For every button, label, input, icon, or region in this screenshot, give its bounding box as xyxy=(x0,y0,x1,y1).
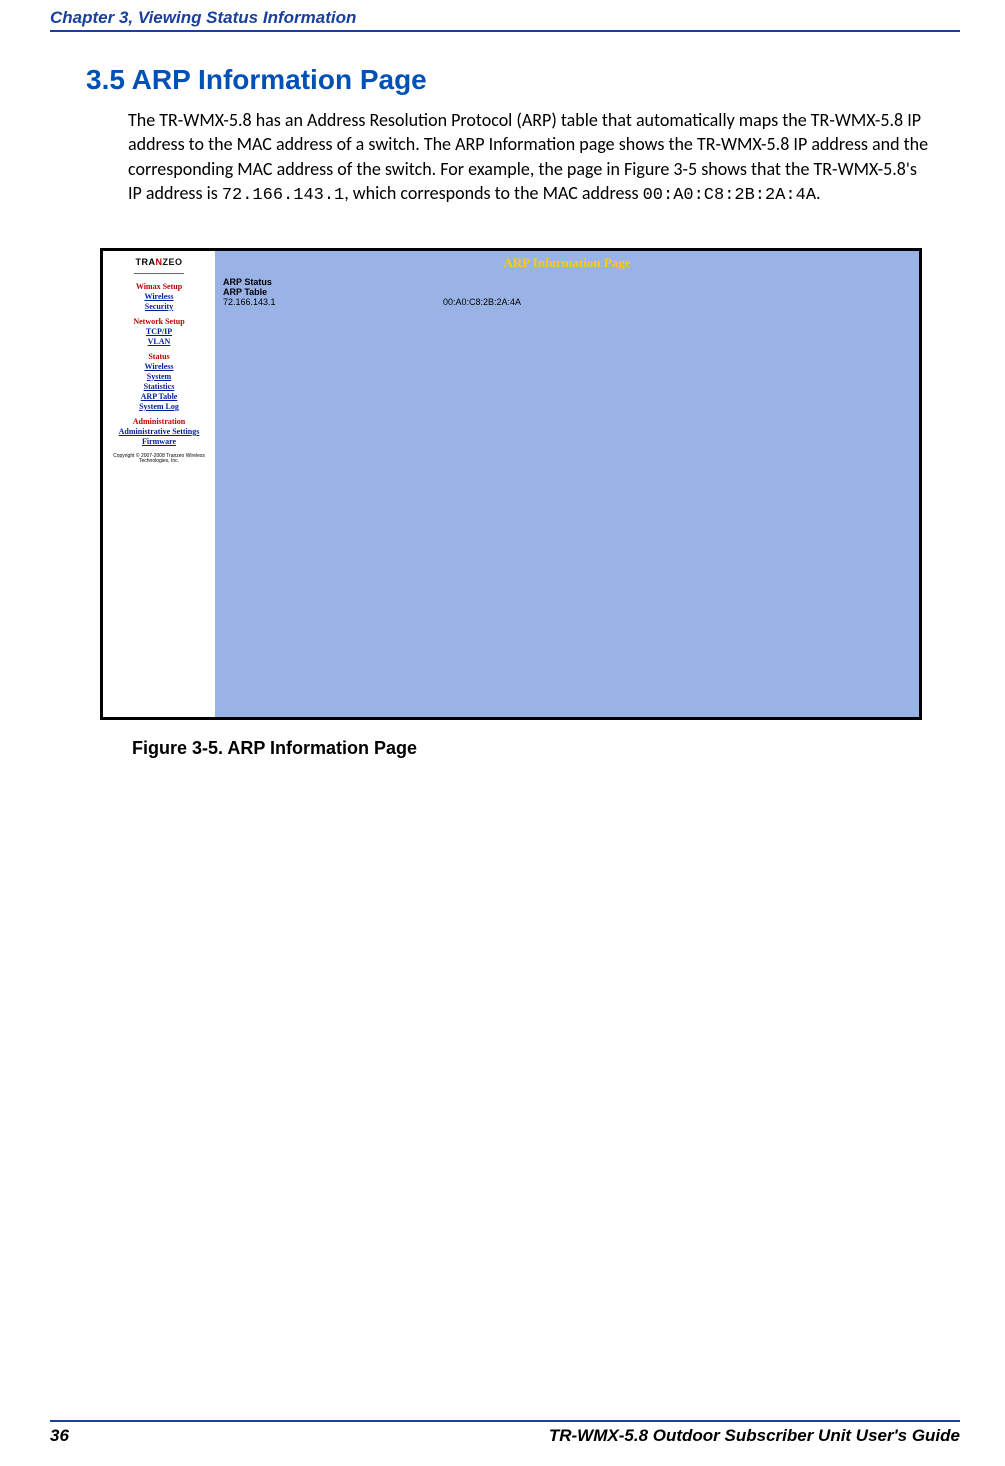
section-title: 3.5 ARP Information Page xyxy=(86,64,960,96)
embedded-screenshot: TRANZEO Wimax Setup Wireless Security Ne… xyxy=(100,248,922,720)
logo-part-a: TRA xyxy=(135,257,155,267)
pane-title: ARP Information Page xyxy=(223,255,911,271)
nav-link-statistics[interactable]: Statistics xyxy=(144,382,175,391)
figure-caption: Figure 3-5. ARP Information Page xyxy=(132,738,960,759)
nav-heading-status: Status xyxy=(148,352,169,361)
nav-link-arp-table[interactable]: ARP Table xyxy=(141,392,178,401)
logo-part-c: ZEO xyxy=(162,257,182,267)
arp-row-ip: 72.166.143.1 xyxy=(223,297,443,307)
body-text-c: . xyxy=(816,182,821,204)
arp-status-label: ARP Status xyxy=(223,277,911,287)
page-footer: 36 TR-WMX-5.8 Outdoor Subscriber Unit Us… xyxy=(50,1420,960,1446)
nav-heading-wimax: Wimax Setup xyxy=(136,282,182,291)
nav-copyright: Copyright © 2007-2008 Tranzeo Wireless T… xyxy=(103,454,215,465)
page-container: Chapter 3, Viewing Status Information 3.… xyxy=(0,0,1005,1466)
mac-literal: 00:A0:C8:2B:2A:4A xyxy=(643,186,816,205)
nav-link-vlan[interactable]: VLAN xyxy=(148,337,171,346)
nav-link-system[interactable]: System xyxy=(147,372,171,381)
logo: TRANZEO xyxy=(135,257,182,267)
logo-divider xyxy=(134,273,184,274)
screenshot-sidebar: TRANZEO Wimax Setup Wireless Security Ne… xyxy=(103,251,215,717)
nav-heading-network: Network Setup xyxy=(133,317,184,326)
arp-row-mac: 00:A0:C8:2B:2A:4A xyxy=(443,297,521,307)
chapter-header: Chapter 3, Viewing Status Information xyxy=(50,8,960,32)
nav-link-wireless2[interactable]: Wireless xyxy=(144,362,173,371)
arp-table-label: ARP Table xyxy=(223,287,911,297)
screenshot-content-pane: ARP Information Page ARP Status ARP Tabl… xyxy=(215,251,919,717)
body-text-b: , which corresponds to the MAC address xyxy=(344,182,642,204)
footer-page-number: 36 xyxy=(50,1426,69,1446)
nav-link-security[interactable]: Security xyxy=(145,302,173,311)
arp-table-row: 72.166.143.1 00:A0:C8:2B:2A:4A xyxy=(223,297,911,307)
body-paragraph: The TR-WMX-5.8 has an Address Resolution… xyxy=(128,108,930,208)
nav-link-system-log[interactable]: System Log xyxy=(139,402,179,411)
nav-heading-admin: Administration xyxy=(133,417,185,426)
nav-link-firmware[interactable]: Firmware xyxy=(142,437,176,446)
ip-literal: 72.166.143.1 xyxy=(222,186,344,205)
footer-doc-title: TR-WMX-5.8 Outdoor Subscriber Unit User'… xyxy=(549,1426,960,1446)
nav-link-wireless1[interactable]: Wireless xyxy=(144,292,173,301)
nav-link-admin-settings[interactable]: Administrative Settings xyxy=(119,427,200,436)
nav-link-tcpip[interactable]: TCP/IP xyxy=(146,327,172,336)
